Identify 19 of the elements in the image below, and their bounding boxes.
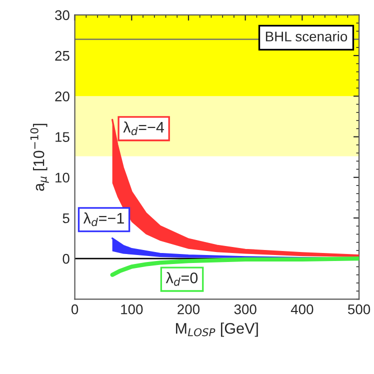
y-tick-label: 15 bbox=[56, 132, 70, 142]
series-label: λ$_{d}$=−1 bbox=[83, 212, 124, 226]
x-tick-label: 400 bbox=[290, 304, 314, 314]
y-tick-label: 5 bbox=[62, 213, 70, 224]
y-tick-label: 30 bbox=[55, 10, 70, 20]
x-tick-label: 300 bbox=[234, 304, 256, 314]
y-tick-label: 0 bbox=[62, 254, 70, 264]
annotation: BHL scenario bbox=[266, 31, 348, 42]
x-tick-label: 200 bbox=[178, 304, 200, 314]
y-tick-label: 10 bbox=[56, 172, 70, 183]
y-axis-title: a$_{μ}$ [10$^{−10}$] bbox=[30, 124, 49, 191]
series-label: λ$_{d}$=−4 bbox=[123, 121, 164, 136]
y-tick-label: 20 bbox=[55, 92, 70, 102]
y-tick-label: 25 bbox=[55, 50, 70, 61]
series-label: λ$_{d}$=0 bbox=[166, 272, 198, 286]
x-tick-label: 100 bbox=[121, 304, 143, 314]
x-axis-title: M$_{LOSP}$ [GeV] bbox=[176, 322, 258, 337]
x-tick-label: 0 bbox=[71, 304, 78, 314]
x-tick-label: 500 bbox=[348, 304, 370, 314]
